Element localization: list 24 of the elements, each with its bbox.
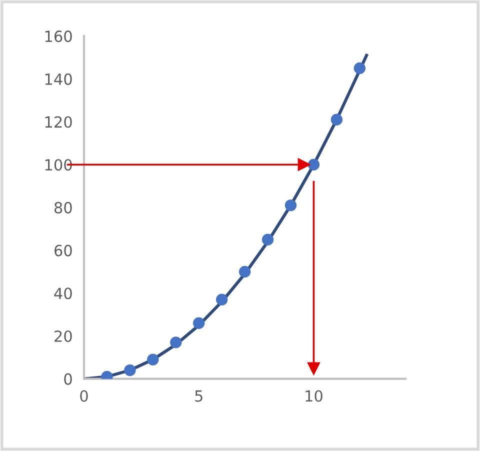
point <box>238 266 251 278</box>
point <box>193 317 205 329</box>
y-tick-label: 40 <box>54 288 72 300</box>
y-tick-label: 160 <box>45 30 72 42</box>
line-series <box>84 54 368 379</box>
point <box>216 294 228 306</box>
point <box>330 114 343 126</box>
y-tick-label: 120 <box>45 116 72 128</box>
x-tick-label: 10 <box>306 390 322 402</box>
point <box>284 199 297 212</box>
point <box>170 336 182 348</box>
point <box>147 354 159 366</box>
y-tick-label: 60 <box>54 244 72 256</box>
y-tick-label: 20 <box>54 330 72 342</box>
point <box>124 364 136 376</box>
y-tick-label: 80 <box>54 202 72 214</box>
y-tick-label: 100 <box>45 159 72 171</box>
point <box>262 234 274 246</box>
y-tick-label: 140 <box>45 73 72 85</box>
x-tick-label: 5 <box>195 390 202 402</box>
point <box>308 158 320 170</box>
point <box>354 62 366 74</box>
y-tick-label: 0 <box>64 373 72 385</box>
x-tick-label: 0 <box>80 390 88 402</box>
